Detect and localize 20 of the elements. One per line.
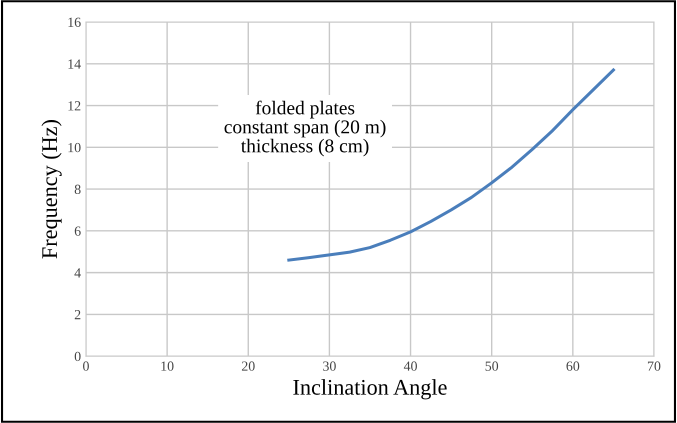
y-tick-label: 0 bbox=[74, 352, 81, 362]
y-tick-label: 6 bbox=[74, 226, 81, 236]
x-tick-label: 40 bbox=[404, 361, 417, 371]
y-tick-label: 14 bbox=[68, 59, 81, 69]
x-tick-label: 20 bbox=[242, 361, 255, 371]
y-axis-title: Frequency (Hz) bbox=[41, 120, 62, 258]
x-tick-label: 10 bbox=[161, 361, 174, 371]
y-tick-label: 8 bbox=[74, 184, 81, 194]
y-tick-label: 12 bbox=[68, 101, 80, 110]
x-tick-label: 70 bbox=[648, 361, 660, 371]
x-tick-label: 60 bbox=[566, 361, 580, 371]
y-tick-label: 10 bbox=[68, 142, 81, 152]
x-tick-label: 0 bbox=[83, 361, 89, 371]
y-tick-label: 4 bbox=[74, 268, 81, 278]
annotation: folded plates constant span (20 m) thickness (8 cm) bbox=[224, 100, 386, 156]
x-axis-title: Inclination Angle bbox=[293, 379, 447, 400]
x-tick-label: 30 bbox=[323, 361, 336, 371]
y-tick-label: 2 bbox=[74, 310, 80, 320]
x-tick-label: 50 bbox=[486, 361, 498, 371]
y-tick-label: 16 bbox=[68, 18, 81, 27]
